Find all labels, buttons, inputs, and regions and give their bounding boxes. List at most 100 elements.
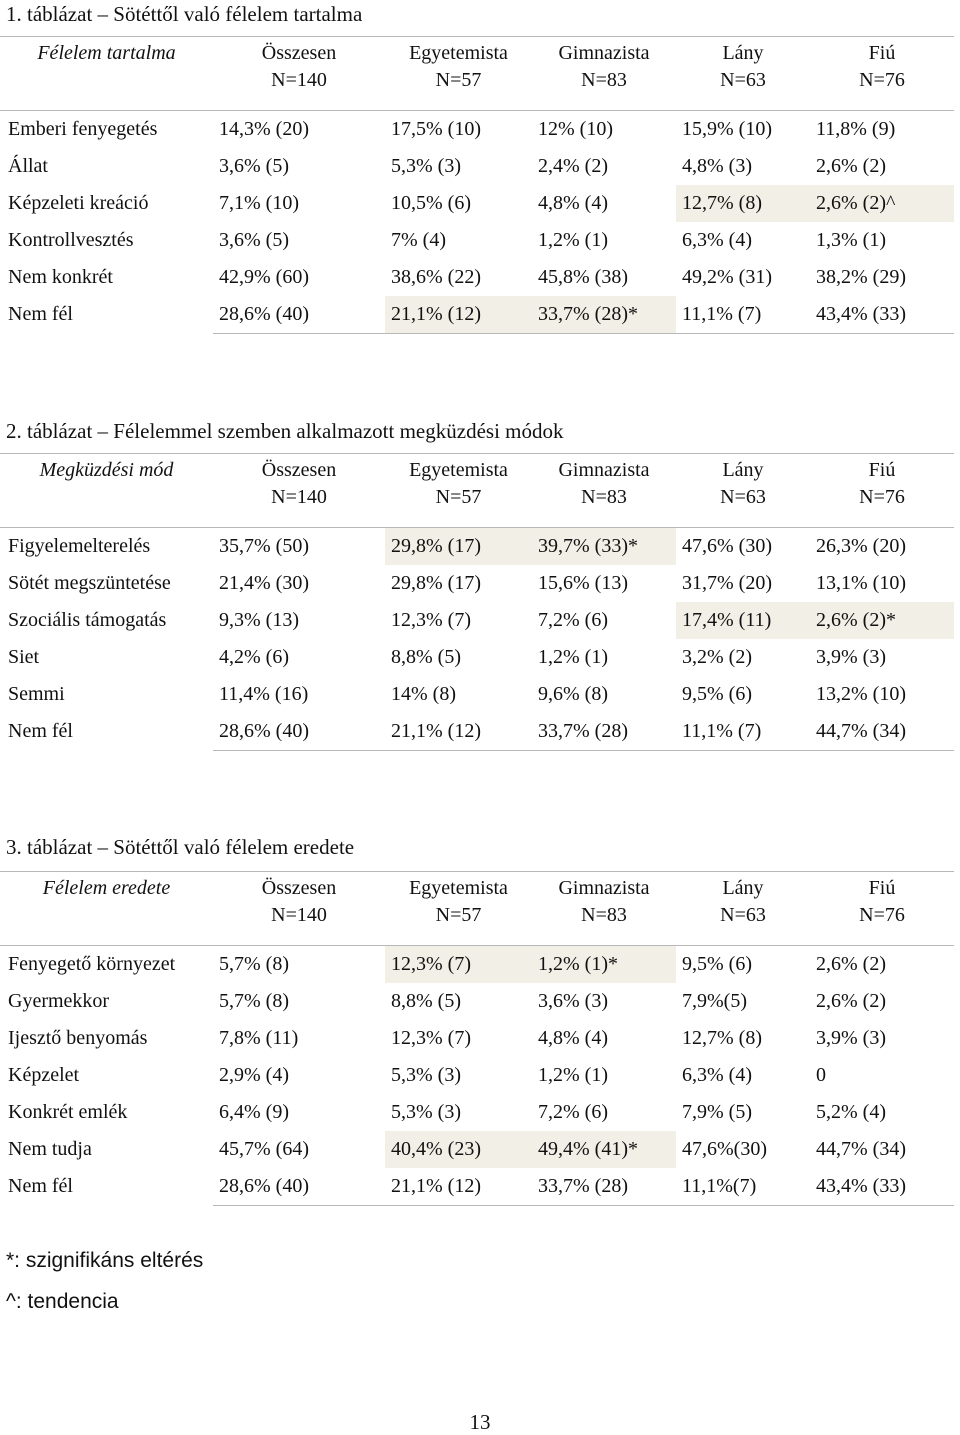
table-cell: 45,8% (38) (538, 266, 628, 288)
table-cell: 4,8% (4) (538, 1027, 608, 1049)
table-cell: 7,8% (11) (219, 1027, 299, 1049)
highlighted-cell: 17,4% (11) (676, 602, 810, 639)
column-header: Lány N=63 (676, 453, 810, 528)
table-cell: 33,7% (28) (532, 1168, 676, 1206)
table-cell: 12,3% (7) (391, 609, 471, 631)
table-row: Semmi 11,4% (16) 14% (8) 9,6% (8) 9,5% (… (0, 676, 954, 713)
table-cell: 5,7% (8) (219, 953, 289, 975)
table-cell: 44,7% (34) (816, 1138, 906, 1160)
table-cell: 13,1% (10) (816, 572, 906, 594)
table-cell: 21,1% (12) (385, 1168, 532, 1206)
table-cell: 29,8% (17) (391, 572, 481, 594)
table-cell: 3,6% (3) (538, 990, 608, 1012)
table-cell: 38,6% (22) (391, 266, 481, 288)
row-label: Semmi (8, 683, 65, 705)
table-row: Nem konkrét 42,9% (60) 38,6% (22) 45,8% … (0, 259, 954, 296)
table-cell: 35,7% (50) (219, 535, 309, 557)
row-label: Ijesztő benyomás (8, 1027, 148, 1049)
column-header: Egyetemista N=57 (385, 453, 532, 528)
table-row: Nem fél 28,6% (40) 21,1% (12) 33,7% (28)… (0, 713, 954, 751)
table-cell: 1,2% (1) (538, 646, 608, 668)
table-header-row: Félelem tartalma Összesen N=140 Egyetemis… (0, 36, 954, 111)
table-row: Gyermekkor 5,7% (8) 8,8% (5) 3,6% (3) 7,… (0, 983, 954, 1020)
table-cell: 11,8% (9) (816, 118, 896, 140)
table-cell: 14,3% (20) (219, 118, 309, 140)
table-cell: 9,5% (6) (682, 683, 752, 705)
table-cell: 47,6% (30) (682, 535, 772, 557)
row-label: Siet (8, 646, 40, 668)
table-cell: 43,4% (33) (810, 1168, 954, 1206)
table-cell: 49,2% (31) (682, 266, 772, 288)
table-cell: 10,5% (6) (391, 192, 471, 214)
table-row: Konkrét emlék 6,4% (9) 5,3% (3) 7,2% (6)… (0, 1094, 954, 1131)
table-cell: 3,2% (2) (682, 646, 752, 668)
table-cell: 28,6% (40) (213, 296, 385, 334)
row-label: Kontrollvesztés (8, 229, 134, 251)
table-cell: 9,3% (13) (219, 609, 299, 631)
table-row: Kontrollvesztés 3,6% (5) 7% (4) 1,2% (1)… (0, 222, 954, 259)
table-cell: 2,6% (2) (816, 990, 886, 1012)
table-cell: 43,4% (33) (810, 296, 954, 334)
table-row: Fenyegető környezet 5,7% (8) 12,3% (7) 1… (0, 945, 954, 983)
row-label: Emberi fenyegetés (8, 118, 158, 140)
table-cell: 8,8% (5) (391, 646, 461, 668)
column-header: Gimnazista N=83 (532, 36, 676, 111)
table-cell: 3,6% (5) (219, 155, 289, 177)
table-cell: 6,4% (9) (219, 1101, 289, 1123)
table-cell: 7,2% (6) (538, 1101, 608, 1123)
row-label: Sötét megszüntetése (8, 572, 171, 594)
table-cell: 1,2% (1) (538, 1064, 608, 1086)
table-cell: 7% (4) (391, 229, 446, 251)
table-cell: 1,3% (1) (816, 229, 886, 251)
table-row: Képzeleti kreáció 7,1% (10) 10,5% (6) 4,… (0, 185, 954, 222)
highlighted-cell: 21,1% (12) (385, 296, 532, 334)
highlighted-cell: 40,4% (23) (385, 1131, 532, 1168)
table-cell: 9,5% (6) (682, 953, 752, 975)
table-cell: 3,6% (5) (219, 229, 289, 251)
row-label: Képzelet (8, 1064, 80, 1086)
table-3: Félelem eredete Összesen N=140 Egyetemist… (0, 871, 954, 1206)
table-cell: 2,9% (4) (219, 1064, 289, 1086)
table-2: Megküzdési mód Összesen N=140 Egyetemista… (0, 453, 954, 751)
table-cell: 21,4% (30) (219, 572, 309, 594)
table-row: Nem fél 28,6% (40) 21,1% (12) 33,7% (28)… (0, 1168, 954, 1206)
highlighted-cell: 29,8% (17) (385, 527, 532, 565)
table-cell: 11,1% (7) (676, 296, 810, 334)
column-header: Fiú N=76 (810, 871, 954, 946)
table-cell: 6,3% (4) (682, 1064, 752, 1086)
table-cell: 31,7% (20) (682, 572, 772, 594)
table-cell: 11,1%(7) (676, 1168, 810, 1206)
table-row: Képzelet 2,9% (4) 5,3% (3) 1,2% (1) 6,3%… (0, 1057, 954, 1094)
highlighted-cell: 33,7% (28)* (532, 296, 676, 334)
table-cell: 5,3% (3) (391, 1101, 461, 1123)
table-2-caption: 2. táblázat – Félelemmel szemben alkalma… (6, 419, 564, 443)
row-label: Nem konkrét (8, 266, 113, 288)
table-cell: 8,8% (5) (391, 990, 461, 1012)
highlighted-cell: 49,4% (41)* (532, 1131, 676, 1168)
table-cell: 13,2% (10) (816, 683, 906, 705)
table-row: Szociális támogatás 9,3% (13) 12,3% (7) … (0, 602, 954, 639)
row-label: Szociális támogatás (8, 609, 167, 631)
table-cell: 0 (816, 1064, 826, 1086)
row-label: Állat (8, 155, 48, 177)
table-cell: 44,7% (34) (810, 713, 954, 751)
page-number: 13 (469, 1410, 491, 1434)
table-cell: 3,9% (3) (816, 1027, 886, 1049)
column-header: Lány N=63 (676, 36, 810, 111)
table-cell: 28,6% (40) (213, 1168, 385, 1206)
table-cell: 28,6% (40) (213, 713, 385, 751)
footnote-tendency: ^: tendencia (6, 1290, 119, 1313)
row-label: Nem fél (8, 720, 73, 743)
row-label: Fenyegető környezet (8, 953, 176, 975)
table-cell: 9,6% (8) (538, 683, 608, 705)
table-cell: 17,5% (10) (391, 118, 481, 140)
table-1: Félelem tartalma Összesen N=140 Egyetemis… (0, 36, 954, 334)
table-cell: 11,1% (7) (676, 713, 810, 751)
table-cell: 12,7% (8) (682, 1027, 762, 1049)
table-row: Ijesztő benyomás 7,8% (11) 12,3% (7) 4,8… (0, 1020, 954, 1057)
column-header: Megküzdési mód (0, 453, 213, 528)
table-cell: 5,7% (8) (219, 990, 289, 1012)
highlighted-cell: 39,7% (33)* (532, 527, 676, 565)
table-cell: 5,3% (3) (391, 155, 461, 177)
table-3-caption: 3. táblázat – Sötéttől való félelem ered… (6, 835, 355, 859)
